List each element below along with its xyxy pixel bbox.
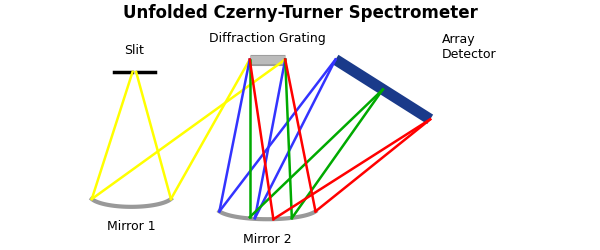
Text: Diffraction Grating: Diffraction Grating [209, 32, 326, 45]
Title: Unfolded Czerny-Turner Spectrometer: Unfolded Czerny-Turner Spectrometer [122, 4, 478, 22]
Text: Mirror 1: Mirror 1 [107, 220, 155, 234]
Text: Slit: Slit [124, 44, 144, 58]
Text: Array
Detector: Array Detector [442, 33, 497, 61]
Text: Mirror 2: Mirror 2 [243, 233, 292, 246]
